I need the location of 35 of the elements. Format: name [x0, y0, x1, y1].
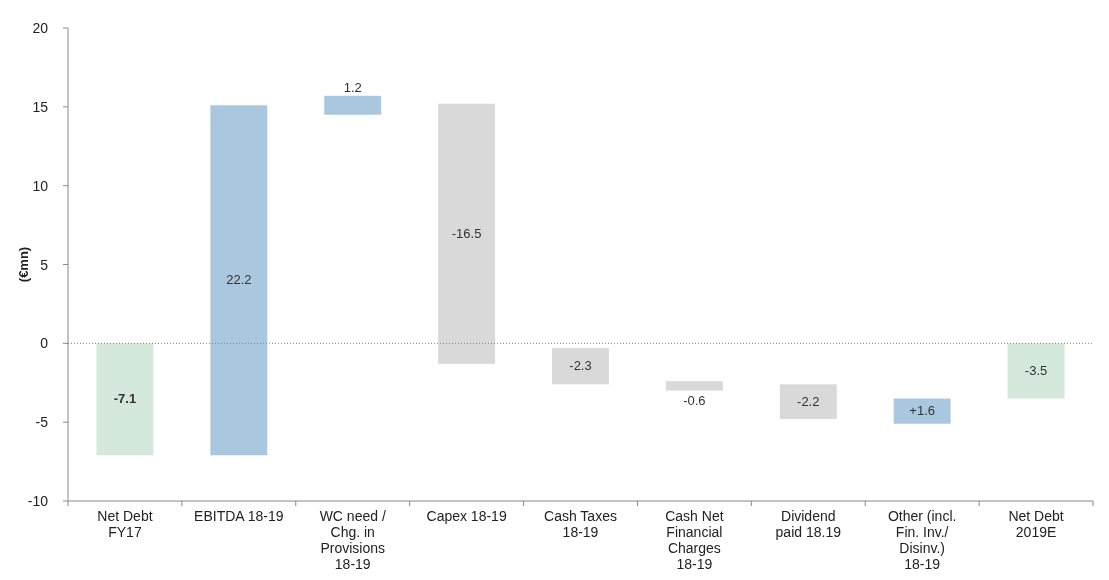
bar: [210, 105, 268, 456]
y-tick-label: 15: [32, 98, 49, 115]
x-tick-label: Net Debt FY17: [97, 508, 153, 540]
bar: [438, 103, 496, 364]
bar: [1007, 343, 1065, 399]
y-tick-label: 20: [32, 20, 49, 36]
data-label: -0.6: [683, 392, 706, 408]
data-label: -7.1: [113, 391, 137, 407]
data-label: -2.2: [797, 393, 820, 409]
bar: [665, 381, 723, 391]
x-tick-label: Cash Net Financial Charges 18-19: [665, 508, 724, 572]
y-axis-title: (€mn): [16, 246, 31, 283]
y-tick-label: 5: [40, 256, 49, 273]
y-tick-label: -10: [27, 493, 49, 509]
x-tick-label: Dividend paid 18.19: [775, 508, 842, 540]
bar: [779, 384, 837, 420]
data-label: -2.3: [569, 358, 592, 374]
x-tick-label: Other (incl. Fin. Inv./ Disinv.) 18-19: [887, 508, 957, 572]
y-tick-label: 0: [40, 335, 49, 352]
data-label: -16.5: [451, 225, 482, 241]
data-label: 1.2: [343, 79, 362, 95]
data-label: 22.2: [226, 272, 252, 288]
x-tick-label: Capex 18-19: [426, 508, 507, 524]
bar: [552, 348, 609, 385]
data-label: +1.6: [909, 403, 935, 419]
y-tick-label: -5: [35, 414, 49, 431]
y-tick-label: 10: [32, 177, 49, 194]
x-tick-label: Cash Taxes 18-19: [544, 508, 617, 540]
x-tick-label: WC need / Chg. in Provisions 18-19: [319, 508, 386, 572]
data-label: -3.5: [1024, 362, 1048, 378]
x-tick-label: EBITDA 18-19: [194, 508, 284, 524]
x-tick-label: Net Debt 2019E: [1008, 508, 1064, 540]
bar: [324, 95, 382, 115]
bar: [96, 343, 154, 456]
bar: [893, 398, 951, 424]
